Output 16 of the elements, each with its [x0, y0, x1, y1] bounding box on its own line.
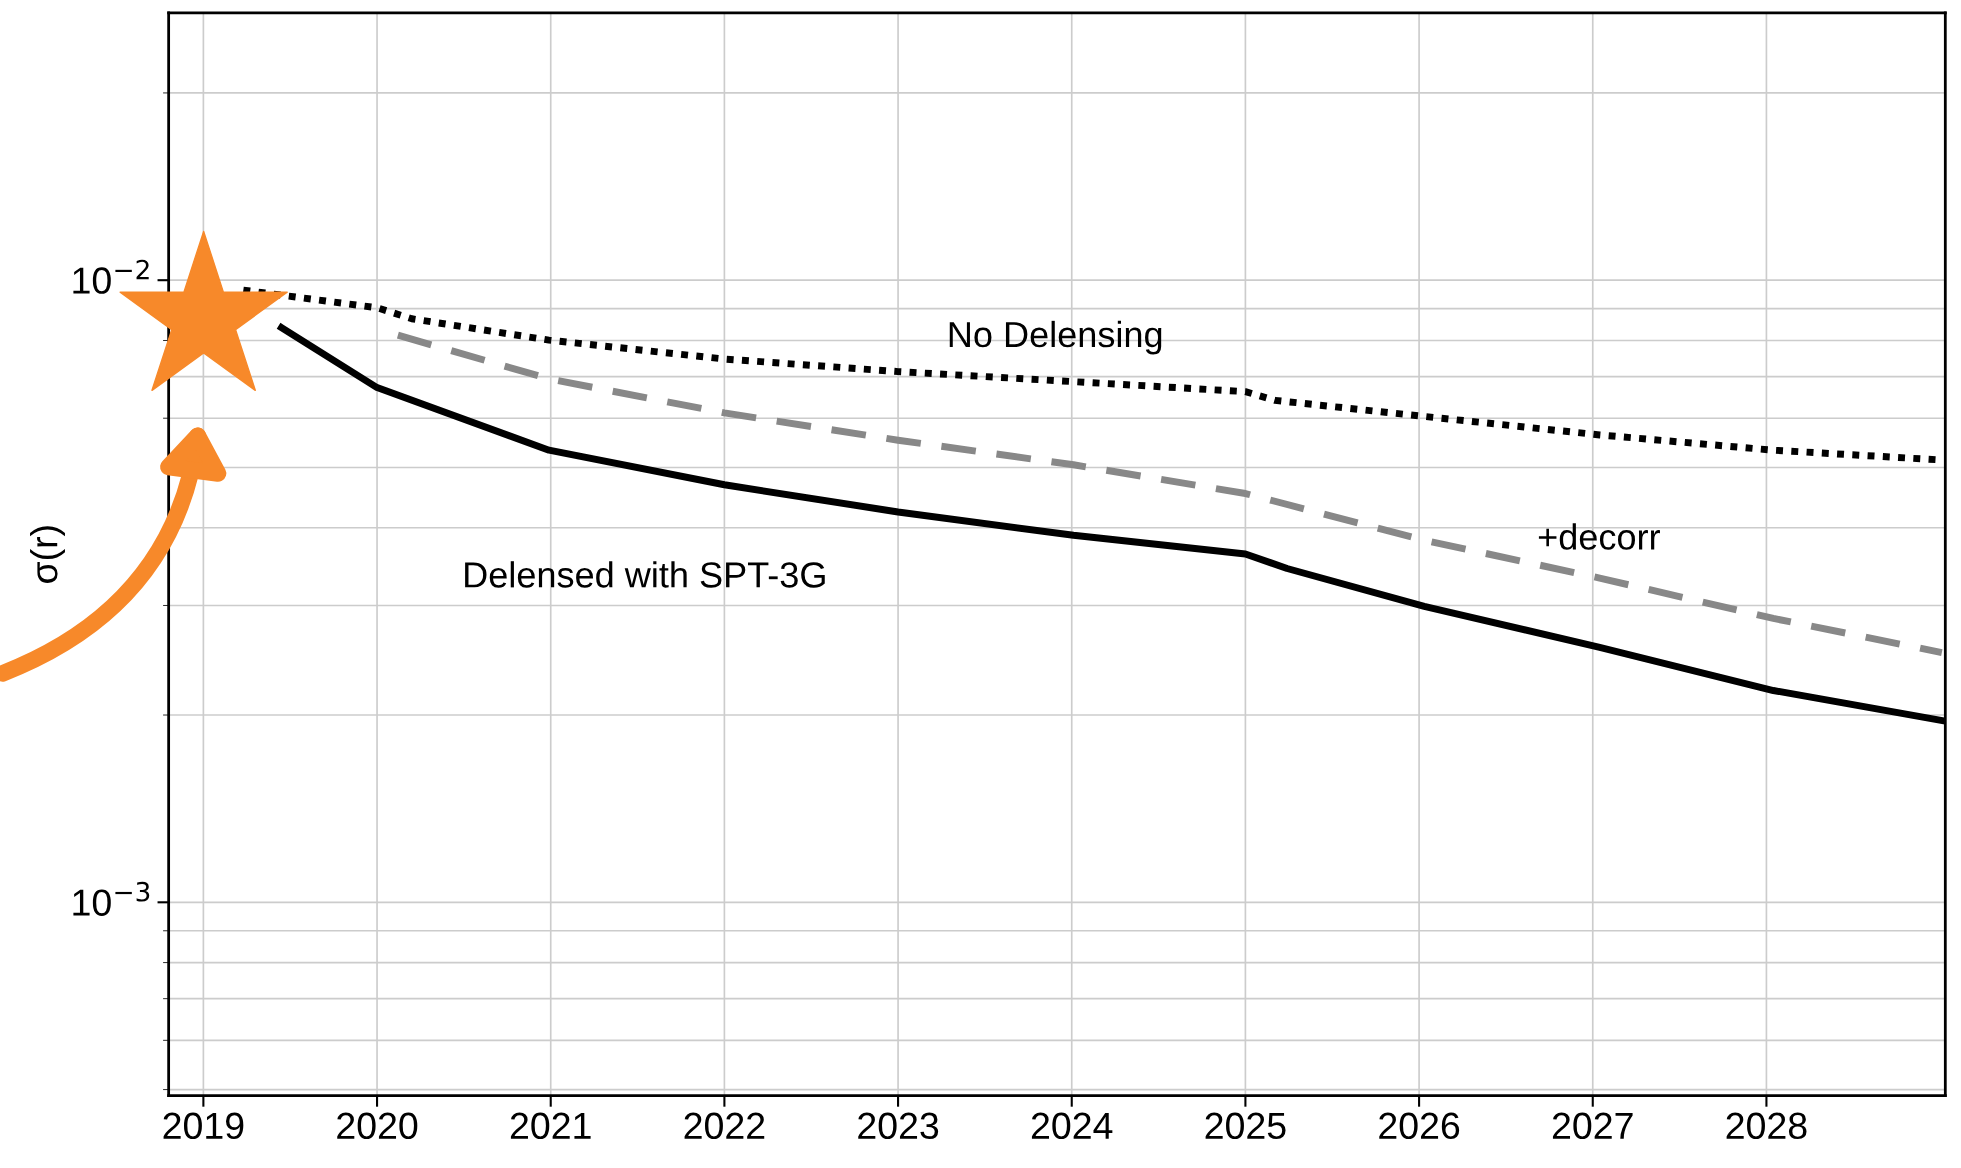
annotation: No Delensing — [949, 320, 1162, 355]
x-tick-label: 2020 — [337, 1112, 418, 1140]
x-tick-label: 2019 — [163, 1112, 244, 1140]
y-tick-label: 10$^{−3}$ — [73, 881, 150, 916]
x-tick-label: 2027 — [1552, 1112, 1633, 1140]
annotation: +decorr — [1538, 523, 1660, 550]
y-tick-label: 10$^{−2}$ — [73, 259, 149, 294]
x-tick-label: 2023 — [858, 1112, 939, 1140]
y-axis-title: σ(r) — [30, 526, 65, 583]
annotation: Delensed with SPT-3G — [465, 561, 825, 588]
x-tick-label: 2022 — [684, 1112, 765, 1140]
x-tick-label: 2024 — [1031, 1112, 1113, 1140]
x-tick-label: 2021 — [510, 1112, 591, 1140]
x-tick-label: 2026 — [1379, 1112, 1460, 1140]
x-tick-label: 2028 — [1726, 1112, 1807, 1140]
x-tick-label: 2025 — [1205, 1112, 1286, 1140]
